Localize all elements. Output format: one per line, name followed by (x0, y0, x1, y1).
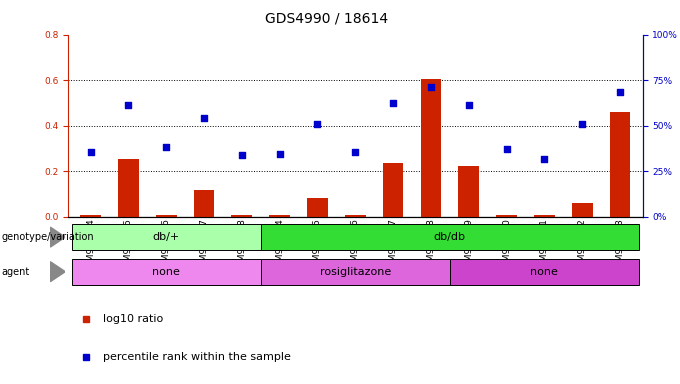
Polygon shape (50, 262, 65, 282)
Bar (449, 259, 639, 285)
Polygon shape (50, 227, 65, 247)
Text: agent: agent (1, 267, 30, 277)
Point (463, 102, 474, 108)
Bar (80, 215, 101, 217)
Point (123, 102, 134, 108)
Point (350, 149, 360, 155)
Bar (458, 166, 479, 217)
Point (388, 100, 398, 106)
Bar (345, 215, 366, 217)
Bar (420, 79, 441, 217)
Point (312, 121, 323, 127)
Point (615, 89, 626, 95)
Point (501, 146, 512, 152)
Point (539, 156, 549, 162)
Point (237, 152, 248, 158)
Bar (261, 259, 449, 285)
Text: db/db: db/db (434, 232, 466, 242)
Point (274, 151, 285, 157)
Bar (383, 163, 403, 217)
Bar (118, 159, 139, 217)
Bar (307, 198, 328, 217)
Point (199, 114, 209, 121)
Bar (609, 112, 630, 217)
Bar (156, 215, 177, 217)
Bar (496, 215, 517, 217)
Bar (572, 203, 592, 217)
Text: genotype/variation: genotype/variation (1, 232, 94, 242)
Point (85, 149, 96, 155)
Bar (231, 215, 252, 217)
Bar (72, 224, 261, 250)
Text: none: none (530, 266, 558, 277)
Text: db/+: db/+ (153, 232, 180, 242)
Bar (534, 215, 555, 217)
Text: none: none (152, 266, 180, 277)
Point (577, 121, 588, 127)
Text: log10 ratio: log10 ratio (103, 314, 163, 324)
Bar (261, 224, 639, 250)
Text: GDS4990 / 18614: GDS4990 / 18614 (265, 12, 388, 25)
Bar (269, 215, 290, 217)
Bar (72, 259, 261, 285)
Text: rosiglitazone: rosiglitazone (320, 266, 391, 277)
Point (426, 83, 437, 89)
Point (161, 144, 172, 150)
Text: percentile rank within the sample: percentile rank within the sample (103, 351, 291, 361)
Bar (194, 190, 214, 217)
